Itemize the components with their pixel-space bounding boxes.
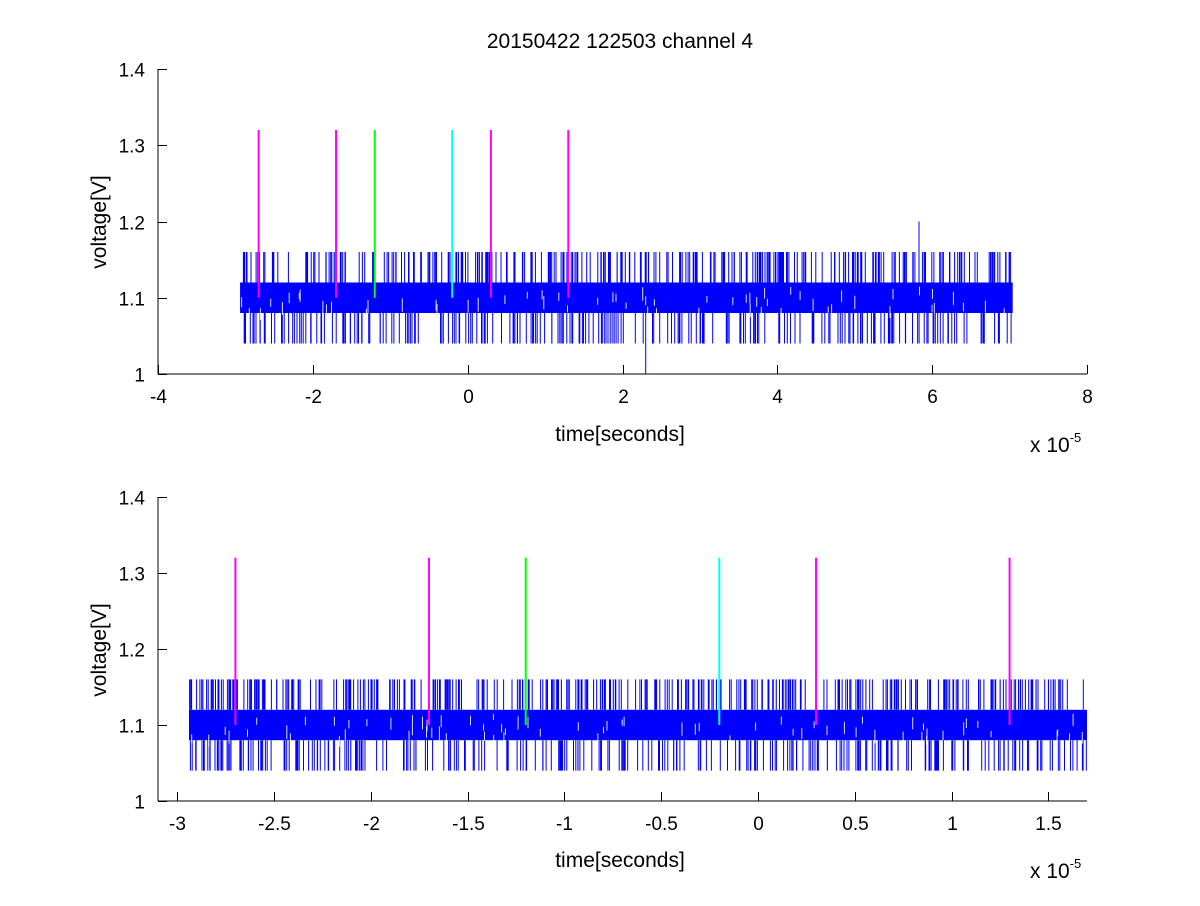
top-plot-x-tick-label: 2 xyxy=(618,387,629,408)
top-plot-x-multiplier-exponent: -5 xyxy=(1070,430,1082,445)
top-plot-x-multiplier: x 10-5 xyxy=(1030,430,1081,457)
bottom-plot-x-tick-label: 0.5 xyxy=(842,814,868,835)
top-plot-signal-series xyxy=(240,221,1013,374)
top-plot-marks xyxy=(240,130,1013,374)
bottom-plot-x-tick-label: 1.5 xyxy=(1035,814,1061,835)
bottom-plot-y-tick-label: 1 xyxy=(134,793,145,814)
top-plot-x-multiplier-base: x 10 xyxy=(1030,434,1070,457)
bottom-plot-x-tick-label: -1 xyxy=(556,814,573,835)
top-plot-y-tick-label: 1 xyxy=(134,366,145,387)
figure-title: 20150422 122503 channel 4 xyxy=(487,30,754,53)
top-plot: -4 -2 0 2 4 6 8 1 1.1 1.2 1.3 1.4 time[seconds] vol… xyxy=(88,61,1093,458)
top-plot-x-tick-label: 4 xyxy=(772,387,783,408)
top-plot-signal-gaps xyxy=(241,286,1005,322)
top-plot-x-tick-label: 6 xyxy=(927,387,938,408)
top-plot-x-tick-label: -2 xyxy=(305,387,322,408)
top-plot-y-tick-label: 1.3 xyxy=(119,137,145,158)
top-plot-x-tick-label: 0 xyxy=(463,387,474,408)
bottom-plot-x-tick-label: -3 xyxy=(169,814,186,835)
bottom-plot-signal-series xyxy=(188,679,1087,771)
bottom-plot-x-tick-label: -0.5 xyxy=(645,814,678,835)
top-plot-ticks: -4 -2 0 2 4 6 8 1 1.1 1.2 1.3 1.4 xyxy=(119,61,1093,409)
top-plot-y-tick-label: 1.1 xyxy=(119,290,145,311)
bottom-plot-xlabel: time[seconds] xyxy=(555,849,685,872)
bottom-plot-x-tick-label: -2.5 xyxy=(258,814,291,835)
bottom-plot-y-tick-label: 1.4 xyxy=(119,489,146,510)
bottom-plot-x-multiplier-base: x 10 xyxy=(1030,860,1070,883)
bottom-plot-x-tick-label: -2 xyxy=(363,814,380,835)
top-plot-y-tick-label: 1.4 xyxy=(119,61,146,82)
bottom-plot-marks xyxy=(188,557,1087,771)
bottom-plot-x-multiplier: x 10-5 xyxy=(1030,856,1081,883)
bottom-plot-x-tick-label: 0 xyxy=(753,814,764,835)
top-plot-x-tick-label: -4 xyxy=(150,387,167,408)
top-plot-y-tick-label: 1.2 xyxy=(119,214,145,235)
bottom-plot-signal-gaps xyxy=(191,713,1083,749)
top-plot-ylabel: voltage[V] xyxy=(88,175,111,268)
top-plot-signal-spikes xyxy=(242,221,1012,374)
top-plot-x-tick-label: 8 xyxy=(1082,387,1093,408)
bottom-plot-signal-band xyxy=(188,709,1087,741)
bottom-plot-y-tick-label: 1.2 xyxy=(119,641,145,662)
bottom-plot-ylabel: voltage[V] xyxy=(88,603,111,696)
bottom-plot-x-multiplier-exponent: -5 xyxy=(1070,856,1082,871)
bottom-plot: -3 -2.5 -2 -1.5 -1 -0.5 0 0.5 1 1.511.11.21.31.4 … xyxy=(88,489,1087,883)
bottom-plot-ticks: -3 -2.5 -2 -1.5 -1 -0.5 0 0.5 1 1.5 1 1.1 1.2 1.3 1.4 xyxy=(119,489,1062,836)
bottom-plot-x-tick-label: 1 xyxy=(947,814,958,835)
bottom-plot-y-tick-label: 1.1 xyxy=(119,717,145,738)
bottom-plot-y-tick-label: 1.3 xyxy=(119,565,145,586)
top-plot-xlabel: time[seconds] xyxy=(555,423,685,446)
bottom-plot-x-tick-label: -1.5 xyxy=(452,814,485,835)
